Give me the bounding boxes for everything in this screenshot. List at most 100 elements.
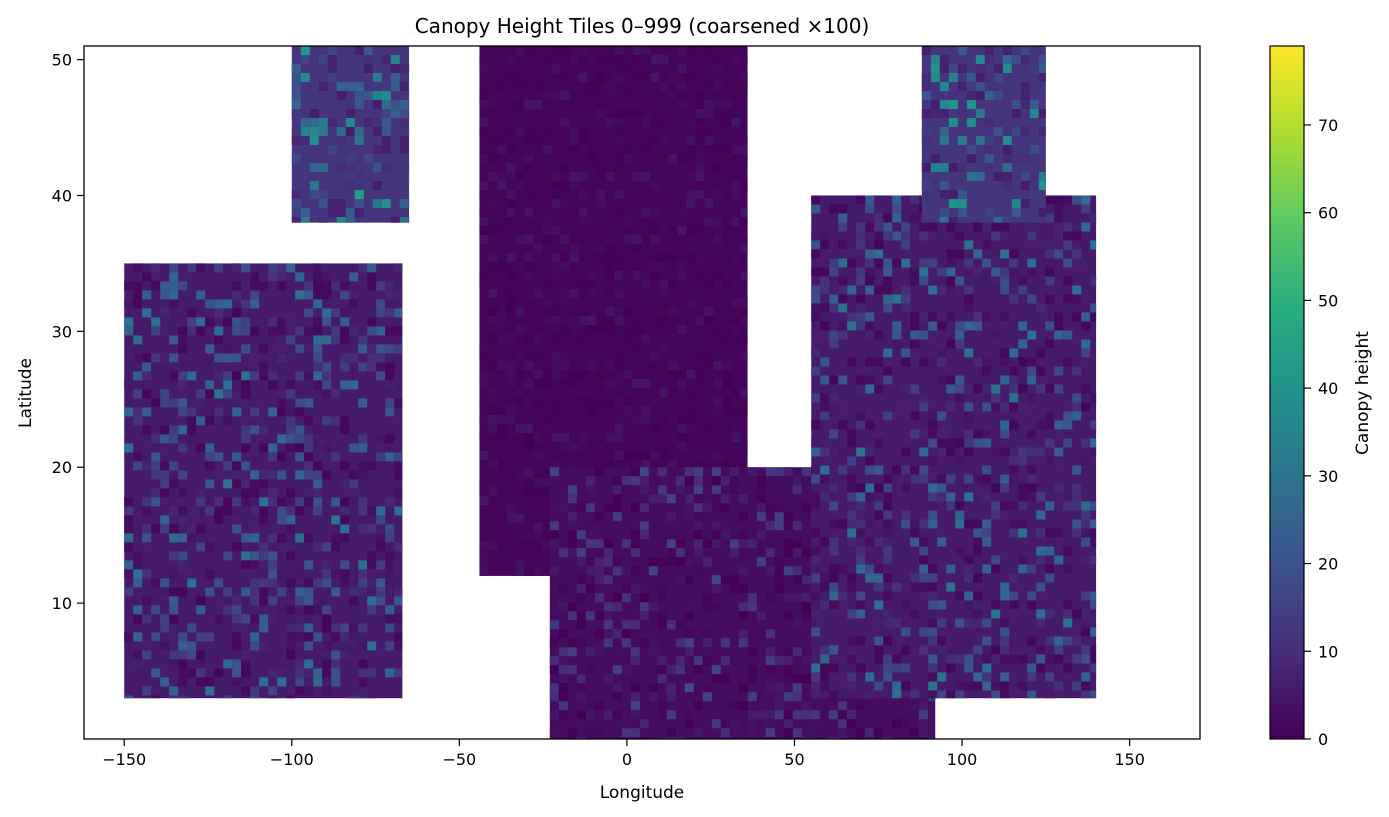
heatmap-cell [874,546,884,556]
heatmap-cell [358,443,368,453]
heatmap-cell [650,73,660,82]
heatmap-cell [385,641,395,651]
heatmap-cell [585,503,595,513]
heatmap-cell [984,91,994,100]
heatmap-cell [358,623,368,633]
heatmap-cell [639,602,649,612]
heatmap-cell [993,136,1003,145]
colorbar-tick-label: 70 [1318,116,1338,135]
heatmap-cell [955,591,965,601]
heatmap-cell [558,701,568,711]
heatmap-cell [765,728,775,738]
heatmap-cell [488,460,498,469]
heatmap-cell [259,542,269,552]
heatmap-cell [1063,420,1073,430]
heatmap-cell [946,384,956,394]
heatmap-cell [837,701,847,711]
heatmap-cell [196,389,206,399]
heatmap-cell [322,308,332,318]
heatmap-cell [1090,528,1097,538]
heatmap-cell [731,244,741,253]
heatmap-cell [533,433,543,442]
heatmap-cell [783,665,793,675]
heatmap-cell [948,73,958,82]
heatmap-cell [542,541,552,550]
heatmap-cell [856,303,866,313]
heatmap-cell [1038,55,1046,64]
heatmap-cell [603,602,613,612]
heatmap-cell [630,584,640,594]
heatmap-cell [955,231,965,241]
heatmap-cell [594,512,604,522]
heatmap-cell [774,656,784,666]
heatmap-cell [603,584,613,594]
heatmap-cell [178,632,188,642]
heatmap-cell [497,172,507,181]
heatmap-cell [928,663,938,673]
heatmap-cell [318,118,328,127]
heatmap-cell [623,100,633,109]
heatmap-cell [133,650,143,660]
heatmap-cell [684,548,694,558]
heatmap-cell [738,602,748,612]
heatmap-cell [205,461,215,471]
heatmap-cell [623,199,633,208]
heatmap-cell [313,461,323,471]
heatmap-cell [340,497,350,507]
heatmap-cell [268,326,278,336]
heatmap-cell [533,100,543,109]
heatmap-cell [1045,384,1055,394]
heatmap-cell [939,109,949,118]
heatmap-cell [304,461,314,471]
heatmap-cell [241,659,251,669]
heatmap-cell [1063,546,1073,556]
heatmap-cell [984,154,994,163]
heatmap-cell [668,154,678,163]
heatmap-cell [142,695,152,699]
heatmap-cell [1036,348,1046,358]
heatmap-cell [614,235,624,244]
heatmap-cell [376,281,386,291]
heatmap-cell [991,393,1001,403]
heatmap-cell [892,582,902,592]
heatmap-cell [612,692,622,702]
heatmap-cell [268,443,278,453]
heatmap-cell [765,683,775,693]
heatmap-cell [865,330,875,340]
heatmap-cell [142,407,152,417]
heatmap-cell [856,636,866,646]
heatmap-cell [1027,591,1037,601]
heatmap-cell [524,289,534,298]
heatmap-cell [585,539,595,549]
heatmap-cell [205,632,215,642]
heatmap-cell [1029,100,1039,109]
heatmap-cell [124,632,134,642]
heatmap-cell [792,620,802,630]
heatmap-cell [358,569,368,579]
heatmap-cell [731,262,741,271]
heatmap-cell [250,299,260,309]
heatmap-cell [650,208,660,217]
heatmap-cell [632,361,642,370]
heatmap-cell [648,683,658,693]
heatmap-cell [385,551,395,561]
heatmap-cell [811,267,821,277]
heatmap-cell [587,217,597,226]
heatmap-cell [259,389,269,399]
heatmap-cell [1090,537,1097,547]
heatmap-cell [801,548,811,558]
heatmap-cell [1036,528,1046,538]
heatmap-cell [551,451,561,460]
heatmap-cell [792,575,802,585]
heatmap-cell [304,290,314,300]
heatmap-cell [731,145,741,154]
heatmap-cell [856,294,866,304]
heatmap-cell [223,551,233,561]
heatmap-cell [1072,393,1082,403]
heatmap-cell [277,389,287,399]
heatmap-cell [966,118,976,127]
heatmap-cell [829,546,839,556]
heatmap-cell [358,524,368,534]
heatmap-cell [268,470,278,480]
heatmap-cell [277,506,287,516]
